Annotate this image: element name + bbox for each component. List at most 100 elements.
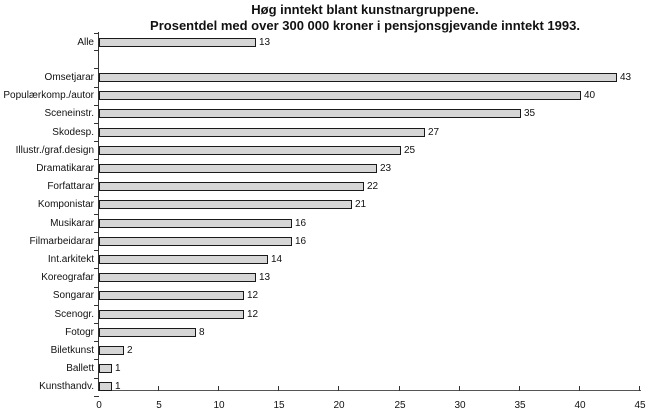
category-label: Biletkunst (50, 345, 94, 356)
value-label: 16 (295, 236, 307, 247)
x-tick (399, 386, 400, 391)
y-tick (94, 105, 99, 106)
bar (99, 200, 352, 209)
category-label: Fotogr (65, 327, 94, 338)
x-tick-label: 5 (156, 400, 162, 411)
x-tick (459, 386, 460, 391)
category-label: Filmarbeidarar (29, 236, 94, 247)
x-tick (579, 386, 580, 391)
x-tick-label: 25 (394, 400, 406, 411)
value-label: 25 (404, 145, 416, 156)
y-tick (94, 341, 99, 342)
y-tick (94, 287, 99, 288)
category-label: Int.arkitekt (47, 254, 94, 265)
x-tick (218, 386, 219, 391)
x-tick-label: 10 (213, 400, 225, 411)
x-tick (98, 386, 99, 391)
x-tick-label: 30 (454, 400, 466, 411)
y-axis-line (98, 32, 99, 391)
y-tick (94, 378, 99, 379)
value-label: 13 (259, 272, 271, 283)
y-tick (94, 323, 99, 324)
value-label: 23 (380, 163, 392, 174)
value-label: 13 (259, 37, 271, 48)
y-tick (94, 50, 99, 51)
x-tick (338, 386, 339, 391)
category-label: Scenogr. (54, 309, 94, 320)
x-tick-label: 35 (514, 400, 526, 411)
value-label: 16 (295, 218, 307, 229)
y-tick (94, 159, 99, 160)
y-tick (94, 141, 99, 142)
category-label: Omsetjarar (44, 72, 94, 83)
bar (99, 237, 292, 246)
category-label: Ballett (66, 363, 94, 374)
category-label: Kunsthandv. (39, 381, 94, 392)
bar (99, 109, 521, 118)
y-tick (94, 214, 99, 215)
value-label: 1 (115, 363, 121, 374)
bar (99, 73, 617, 82)
category-label: Koreografar (41, 272, 94, 283)
bar (99, 310, 244, 319)
value-label: 1 (115, 381, 121, 392)
category-label: Forfattarar (47, 181, 94, 192)
category-label: Dramatikarar (36, 163, 94, 174)
y-tick (94, 250, 99, 251)
y-tick (94, 232, 99, 233)
bar (99, 255, 268, 264)
category-label: Sceneinstr. (44, 108, 94, 119)
category-label: Musikarar (50, 218, 94, 229)
value-label: 40 (584, 90, 596, 101)
bar (99, 364, 112, 373)
value-label: 14 (271, 254, 283, 265)
y-tick (94, 68, 99, 69)
x-tick-label: 0 (96, 400, 102, 411)
category-label: Populærkomp./autor (3, 90, 94, 101)
x-tick-label: 20 (333, 400, 345, 411)
y-tick (94, 33, 99, 34)
x-tick (639, 386, 640, 391)
y-tick (94, 178, 99, 179)
bar (99, 382, 112, 391)
x-tick-label: 15 (273, 400, 285, 411)
value-label: 21 (355, 199, 367, 210)
x-tick (158, 386, 159, 391)
value-label: 8 (199, 327, 205, 338)
value-label: 2 (127, 345, 133, 356)
value-label: 43 (620, 72, 632, 83)
x-tick (278, 386, 279, 391)
y-tick (94, 123, 99, 124)
x-tick (519, 386, 520, 391)
bar (99, 328, 196, 337)
value-label: 12 (247, 290, 259, 301)
bar (99, 38, 256, 47)
bar (99, 273, 256, 282)
y-tick (94, 305, 99, 306)
category-label: Skodesp. (52, 127, 94, 138)
y-tick (94, 196, 99, 197)
value-label: 27 (428, 127, 440, 138)
y-tick (94, 87, 99, 88)
category-label: Songarar (52, 290, 94, 301)
chart-title: Høg inntekt blant kunstnargruppene. (251, 2, 479, 17)
bar (99, 164, 377, 173)
y-tick (94, 359, 99, 360)
value-label: 35 (524, 108, 536, 119)
bar (99, 128, 425, 137)
category-label: Illustr./graf.design (15, 145, 94, 156)
bar (99, 291, 244, 300)
bar (99, 146, 401, 155)
bar (99, 182, 364, 191)
value-label: 22 (367, 181, 379, 192)
bar (99, 219, 292, 228)
x-tick-label: 45 (634, 400, 646, 411)
bar (99, 91, 581, 100)
category-label: Komponistar (37, 199, 94, 210)
x-axis-line (98, 390, 641, 391)
x-tick-label: 40 (574, 400, 586, 411)
bar (99, 346, 124, 355)
y-tick (94, 396, 99, 397)
value-label: 12 (247, 309, 259, 320)
chart-subtitle: Prosentdel med over 300 000 kroner i pen… (150, 18, 580, 33)
